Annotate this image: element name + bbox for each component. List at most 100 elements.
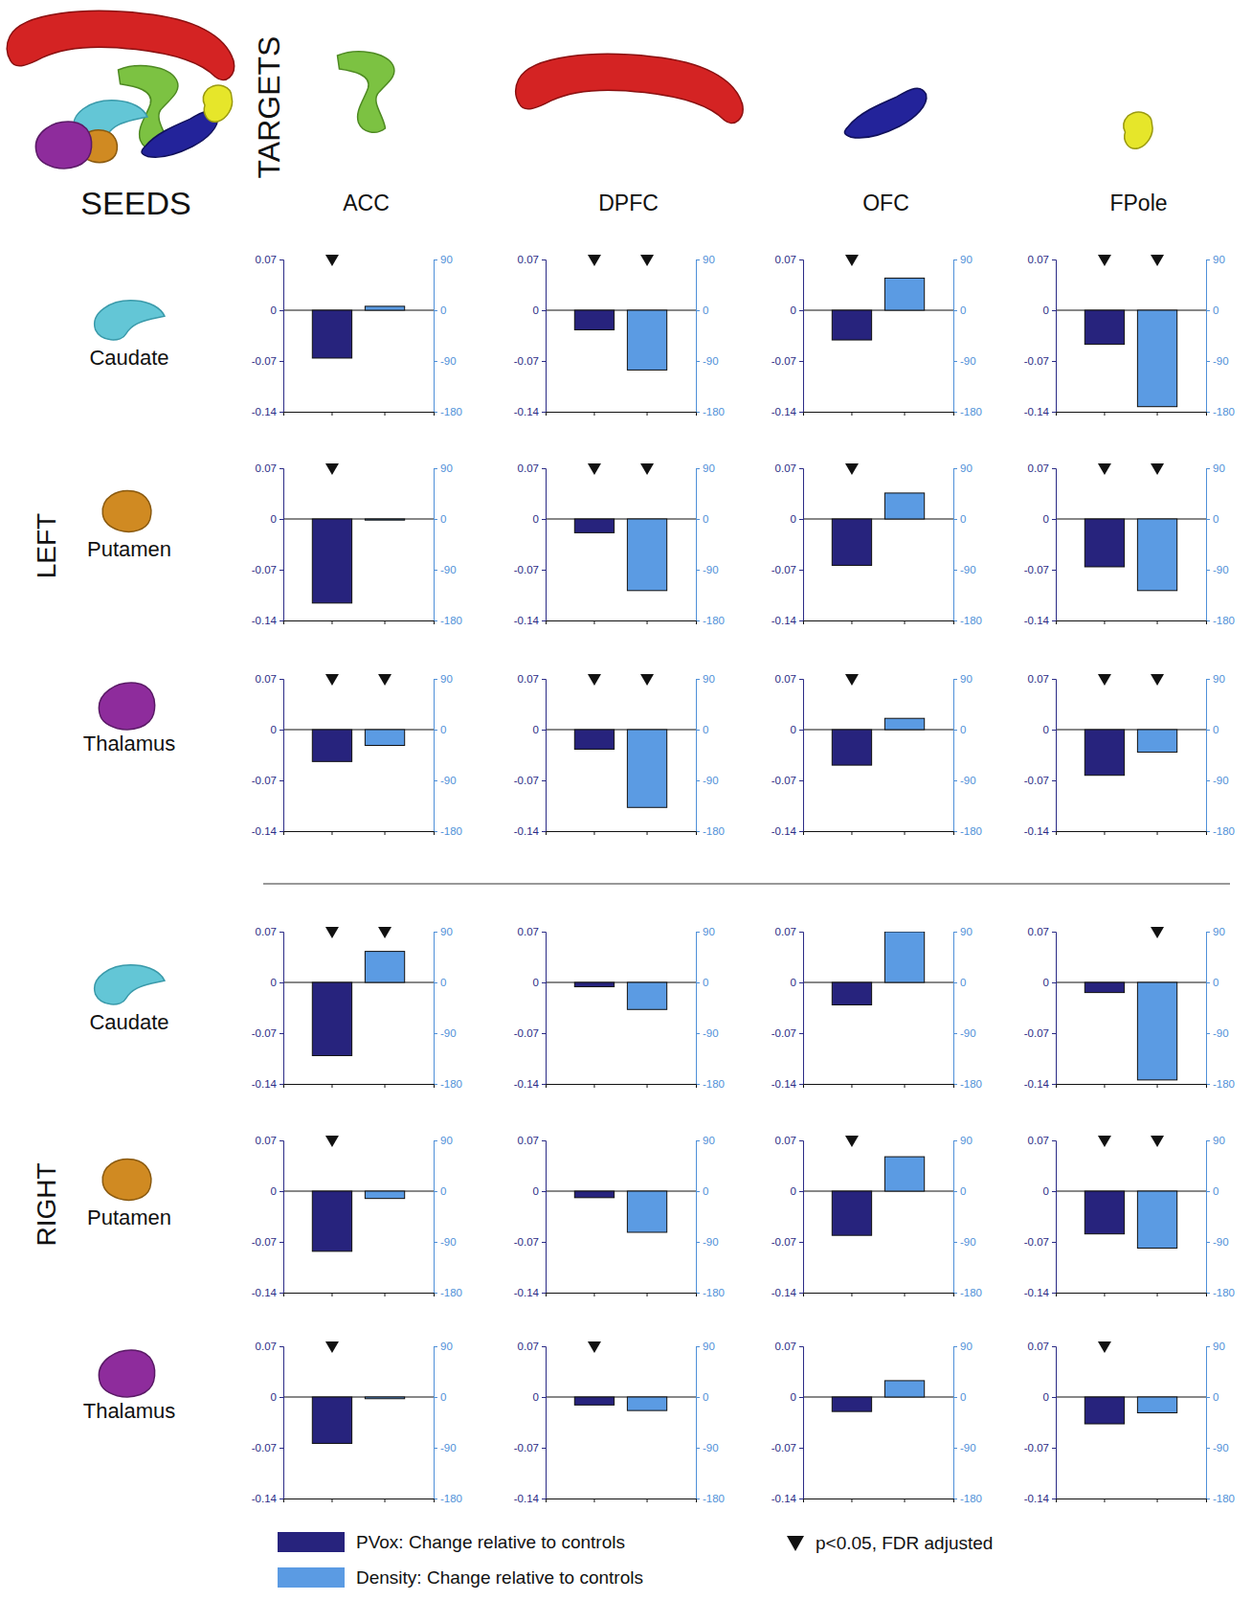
y-tick-label: -0.14 (1024, 405, 1051, 418)
bar (1137, 729, 1177, 753)
y2-tick-label: -90 (702, 774, 719, 786)
x-tick-mark (1157, 620, 1159, 625)
y2-tick: 0 (953, 304, 966, 316)
y-tick: -0.14 (251, 1286, 284, 1298)
x-tick (331, 1292, 333, 1297)
y-tick-label: 0.07 (1028, 1340, 1050, 1352)
x-tick-mark (331, 830, 333, 835)
y2-tick: 90 (953, 462, 973, 474)
y2-tick-label: 90 (960, 672, 973, 685)
x-tick (850, 830, 852, 835)
y-tick: -0.07 (771, 355, 804, 367)
x-tick (1157, 620, 1159, 625)
y-tick: -0.14 (1024, 1077, 1056, 1090)
bar (884, 1156, 924, 1191)
y2-tick-mark (695, 1190, 700, 1192)
y2-tick-mark (433, 678, 438, 680)
bar (574, 1190, 614, 1198)
y2-tick: 0 (1206, 1184, 1219, 1197)
y2-tick-label: -180 (440, 405, 463, 418)
target-icon (337, 51, 395, 133)
y-axis-line (1051, 469, 1057, 622)
y2-tick-mark (433, 1241, 438, 1243)
bar (364, 1190, 404, 1199)
x-tick-mark (331, 620, 333, 625)
y2-tick-mark (433, 1190, 438, 1192)
panel: -0.14-0.0700.07-180-90090 (251, 253, 463, 418)
y2-tick: 90 (953, 253, 973, 266)
panel: -0.14-0.0700.07-180-90090 (771, 1340, 983, 1504)
y2-axis: -180-90090 (695, 672, 725, 837)
target-label: OFC (862, 190, 910, 216)
bar (626, 729, 667, 807)
y-tick-mark (541, 360, 546, 362)
y-axis: -0.14-0.0700.07 (771, 1134, 805, 1298)
y2-tick-mark (953, 982, 958, 984)
bars (574, 1396, 667, 1410)
y-tick-mark (279, 678, 284, 680)
zero-line (545, 518, 696, 520)
y2-tick-mark (695, 1345, 700, 1347)
y2-tick: -90 (433, 355, 457, 367)
y-tick-mark (1051, 1190, 1056, 1192)
y-tick-mark (799, 1032, 804, 1034)
y-tick-label: -0.07 (771, 563, 797, 576)
y2-tick-label: -180 (1212, 825, 1235, 837)
y2-tick: 0 (1206, 304, 1219, 316)
y2-tick-mark (433, 569, 438, 571)
zero-line (283, 1396, 434, 1398)
y-tick-mark (799, 1140, 804, 1141)
y-tick-label: -0.14 (251, 405, 278, 418)
y-tick-mark (1051, 411, 1056, 413)
y-tick: 0.07 (517, 1134, 546, 1146)
x-tick (850, 1292, 852, 1297)
bars (831, 1380, 924, 1411)
x-tick (647, 411, 649, 416)
y-tick-mark (541, 931, 546, 933)
x-axis-line (284, 1084, 435, 1089)
y2-tick-label: 0 (440, 976, 447, 988)
x-tick-mark (1103, 1083, 1105, 1088)
y2-tick: -90 (433, 1235, 457, 1248)
y-tick-label: 0.07 (775, 672, 797, 685)
bar (312, 1396, 352, 1443)
seed-label: Thalamus (83, 1398, 177, 1423)
y2-tick: 90 (695, 1134, 716, 1146)
y2-tick-mark (1206, 729, 1210, 731)
y-tick-label: -0.14 (514, 1492, 540, 1504)
x-tick (904, 1292, 906, 1297)
y2-tick-mark (953, 1032, 958, 1034)
target-icon (515, 53, 743, 123)
significance-marker (1097, 463, 1112, 475)
x-tick (331, 830, 333, 835)
significance-marker (325, 254, 339, 267)
bar (831, 1396, 872, 1411)
x-tick (593, 1292, 595, 1297)
y-tick: 0 (790, 1390, 804, 1403)
x-tick (647, 1292, 649, 1297)
x-tick-mark (384, 411, 386, 416)
y2-axis: -180-90090 (953, 462, 983, 626)
y-tick: -0.07 (514, 355, 546, 367)
y-axis-line (279, 469, 285, 622)
y-tick-label: 0.07 (255, 462, 277, 474)
bar (884, 277, 924, 311)
x-axis-line (284, 621, 435, 626)
y-tick-label: -0.14 (771, 1077, 798, 1090)
y-tick: -0.14 (251, 1077, 284, 1090)
y2-tick-label: 90 (702, 1134, 716, 1146)
y2-tick: -90 (433, 563, 457, 576)
y2-tick-mark (433, 931, 438, 933)
x-axis (1056, 1497, 1208, 1502)
x-tick-mark (647, 1083, 649, 1088)
y-tick-label: 0.07 (775, 1134, 797, 1146)
y-tick-label: 0 (790, 723, 797, 736)
y2-tick-label: -90 (1212, 563, 1230, 576)
y2-tick: 0 (695, 1184, 709, 1197)
bar (831, 729, 872, 765)
x-tick (384, 411, 386, 416)
y-tick-label: -0.07 (251, 1235, 277, 1248)
y2-axis: -180-90090 (953, 1340, 983, 1504)
y2-tick-label: 0 (702, 304, 709, 316)
y2-tick-label: 0 (440, 304, 447, 316)
